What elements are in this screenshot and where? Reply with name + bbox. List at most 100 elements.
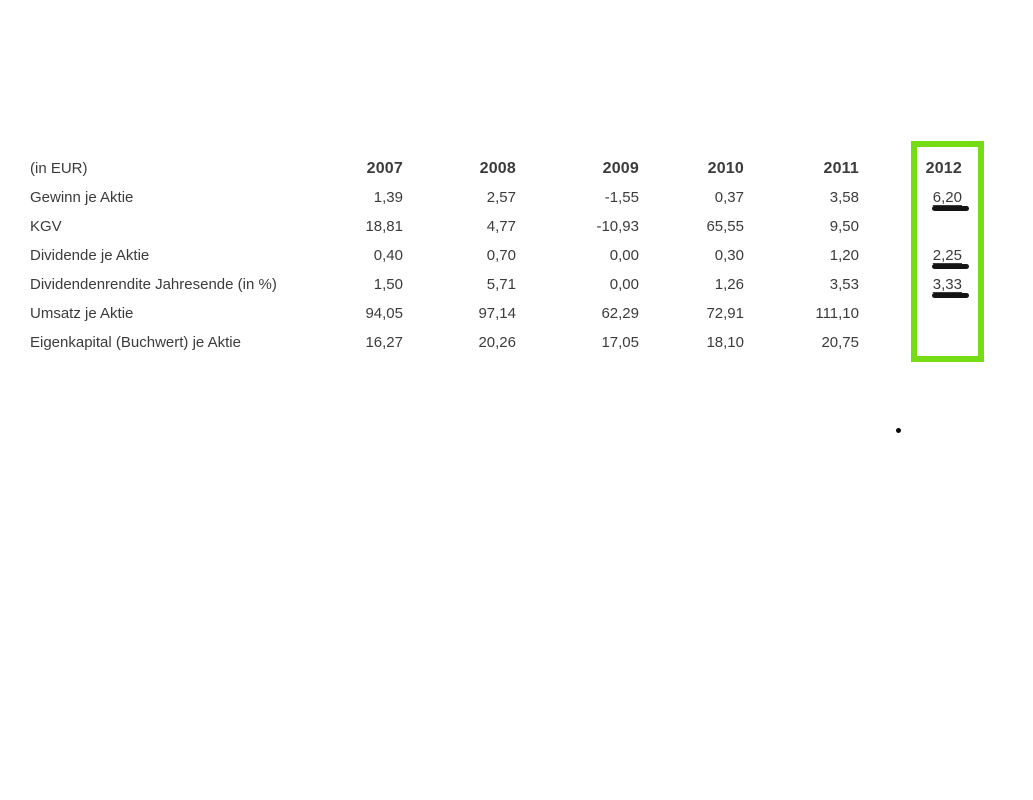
marker-underline (932, 206, 969, 211)
column-header-2008: 2008 (403, 154, 516, 183)
row-label: Dividendenrendite Jahresende (in %) (30, 270, 340, 299)
cell-2011-r0: 3,58 (744, 183, 859, 212)
value-text: 111,10 (815, 305, 859, 322)
row-label-text: Umsatz je Aktie (30, 305, 134, 322)
value-text: 9,50 (829, 218, 859, 235)
column-header-2010: 2010 (639, 154, 744, 183)
value-text: -10,93 (596, 218, 639, 235)
cell-2009-r0: -1,55 (516, 183, 639, 212)
value-text: 97,14 (478, 305, 516, 322)
cell-2012-r1 (859, 212, 962, 241)
row-label-text: Gewinn je Aktie (30, 189, 134, 206)
value-text: 0,70 (486, 247, 516, 264)
cell-2007-r1: 18,81 (340, 212, 403, 241)
row-label-text: KGV (30, 218, 62, 235)
value-text: 4,77 (486, 218, 516, 235)
value-text: 1,26 (714, 276, 744, 293)
column-header-2009-text: 2009 (602, 160, 639, 177)
cell-2012-r2: 2,25 (859, 241, 969, 270)
value-text: 20,26 (478, 334, 516, 351)
cell-2008-r4: 97,14 (403, 299, 516, 328)
column-header-2010-text: 2010 (707, 160, 744, 177)
unit-label-text: (in EUR) (30, 160, 88, 177)
value-text: 5,71 (486, 276, 516, 293)
value-text: 0,37 (714, 189, 744, 206)
row-label: KGV (30, 212, 340, 241)
column-header-2009: 2009 (516, 154, 639, 183)
row-label-text: Dividende je Aktie (30, 247, 150, 264)
value-text: 17,05 (601, 334, 639, 351)
column-header-2007: 2007 (340, 154, 403, 183)
value-text: 72,91 (706, 305, 744, 322)
financial-table: (in EUR) 2007 2008 2009 2010 2011 2012 Gewinn j… (30, 154, 969, 357)
cell-2011-r4: 111,10 (744, 299, 859, 328)
cell-2012-r0: 6,20 (859, 183, 969, 212)
stray-dot (896, 428, 901, 433)
value-text: 62,29 (601, 305, 639, 322)
unit-label: (in EUR) (30, 154, 340, 183)
marker-underline (932, 293, 969, 298)
cell-2007-r2: 0,40 (340, 241, 403, 270)
cell-2008-r5: 20,26 (403, 328, 516, 357)
row-label-text: Eigenkapital (Buchwert) je Aktie (30, 334, 241, 351)
value-text: 0,00 (609, 276, 639, 293)
value-text: 3,33 (932, 276, 962, 293)
cell-2008-r0: 2,57 (403, 183, 516, 212)
value-text: 20,75 (821, 334, 859, 351)
cell-2010-r1: 65,55 (639, 212, 744, 241)
cell-2010-r0: 0,37 (639, 183, 744, 212)
cell-2009-r3: 0,00 (516, 270, 639, 299)
value-text: 18,81 (365, 218, 403, 235)
cell-2012-r4 (859, 299, 962, 328)
column-header-2011: 2011 (744, 154, 859, 183)
cell-2008-r1: 4,77 (403, 212, 516, 241)
cell-2011-r3: 3,53 (744, 270, 859, 299)
cell-2010-r2: 0,30 (639, 241, 744, 270)
value-text: 0,40 (373, 247, 403, 264)
cell-2011-r1: 9,50 (744, 212, 859, 241)
marker-underline (932, 264, 969, 269)
value-text: 2,25 (932, 247, 962, 264)
value-text: -1,55 (604, 189, 639, 206)
column-header-2007-text: 2007 (366, 160, 403, 177)
cell-2010-r3: 1,26 (639, 270, 744, 299)
value-text: 1,50 (373, 276, 403, 293)
cell-2008-r2: 0,70 (403, 241, 516, 270)
cell-2012-r3: 3,33 (859, 270, 969, 299)
value-text: 18,10 (706, 334, 744, 351)
value-text: 1,39 (373, 189, 403, 206)
value-text: 6,20 (932, 189, 962, 206)
cell-2007-r4: 94,05 (340, 299, 403, 328)
row-label: Umsatz je Aktie (30, 299, 340, 328)
row-label-text: Dividendenrendite Jahresende (in %) (30, 276, 277, 293)
column-header-2008-text: 2008 (479, 160, 516, 177)
row-label: Dividende je Aktie (30, 241, 340, 270)
row-label: Gewinn je Aktie (30, 183, 340, 212)
value-text: 94,05 (365, 305, 403, 322)
cell-2009-r2: 0,00 (516, 241, 639, 270)
value-text: 16,27 (365, 334, 403, 351)
cell-2011-r5: 20,75 (744, 328, 859, 357)
cell-2012-r5 (859, 328, 962, 357)
column-header-2011-text: 2011 (823, 160, 859, 177)
cell-2007-r3: 1,50 (340, 270, 403, 299)
cell-2010-r5: 18,10 (639, 328, 744, 357)
cell-2007-r0: 1,39 (340, 183, 403, 212)
cell-2009-r5: 17,05 (516, 328, 639, 357)
cell-2007-r5: 16,27 (340, 328, 403, 357)
cell-2011-r2: 1,20 (744, 241, 859, 270)
cell-2010-r4: 72,91 (639, 299, 744, 328)
value-text: 3,53 (829, 276, 859, 293)
value-text: 2,57 (486, 189, 516, 206)
cell-2009-r1: -10,93 (516, 212, 639, 241)
row-label: Eigenkapital (Buchwert) je Aktie (30, 328, 340, 357)
value-text: 0,00 (609, 247, 639, 264)
column-header-2012: 2012 (859, 154, 962, 183)
value-text: 0,30 (714, 247, 744, 264)
value-text: 3,58 (829, 189, 859, 206)
value-text: 1,20 (829, 247, 859, 264)
value-text: 65,55 (706, 218, 744, 235)
column-header-2012-text: 2012 (925, 160, 962, 177)
cell-2008-r3: 5,71 (403, 270, 516, 299)
